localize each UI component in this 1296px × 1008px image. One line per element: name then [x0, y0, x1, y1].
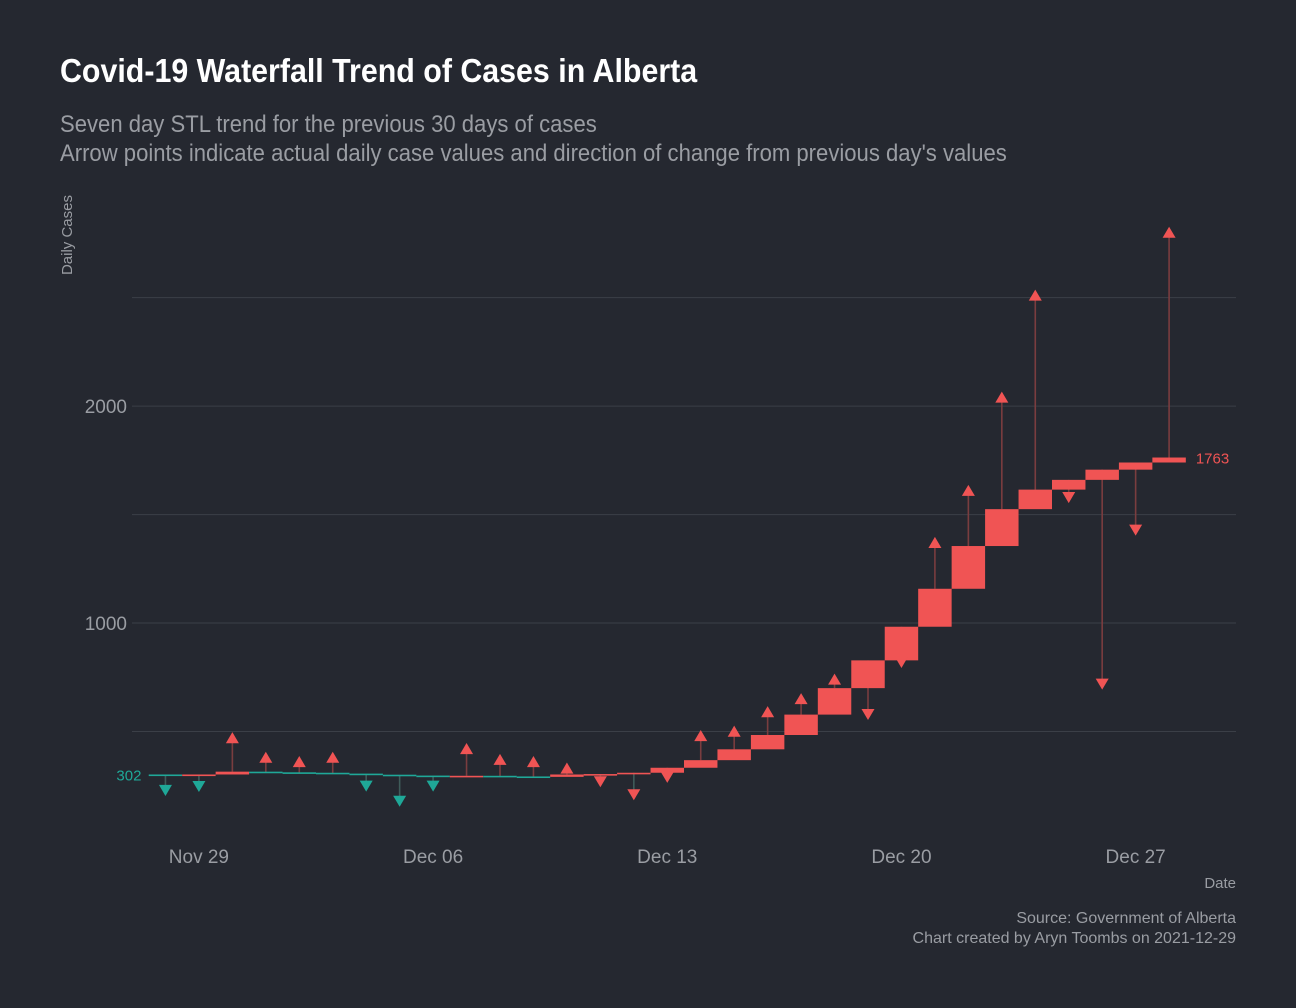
actual-value-arrow [460, 743, 474, 755]
y-tick-label: 1000 [85, 614, 127, 635]
actual-value-arrow [928, 536, 942, 548]
actual-value-arrow [861, 708, 875, 721]
chart-caption: Source: Government of Alberta Chart crea… [913, 909, 1236, 949]
actual-value-arrow [995, 391, 1009, 403]
waterfall-bar [617, 772, 651, 775]
actual-value-arrow [426, 780, 440, 792]
actual-value-arrow [627, 789, 641, 801]
waterfall-bar [349, 773, 383, 776]
x-tick-label: Dec 27 [1106, 847, 1166, 868]
actual-value-arrow [961, 484, 975, 496]
waterfall-bar [282, 772, 316, 774]
actual-value-arrow [526, 756, 540, 768]
subtitle-line-1: Seven day STL trend for the previous 30 … [60, 111, 597, 138]
x-tick-label: Dec 13 [637, 847, 697, 868]
x-axis-title: Date [1204, 875, 1236, 892]
actual-value-arrow [660, 771, 674, 783]
actual-value-arrow [828, 673, 842, 685]
waterfall-bar [684, 760, 718, 768]
waterfall-bar [985, 509, 1019, 547]
y-axis-title: Daily Cases [59, 195, 76, 275]
waterfall-bar [1052, 479, 1086, 490]
actual-value-arrow [894, 656, 908, 668]
waterfall-bar [817, 688, 852, 715]
waterfall-bar [1085, 469, 1119, 480]
chart-title: Covid-19 Waterfall Trend of Cases in Alb… [60, 52, 698, 89]
waterfall-bar [884, 626, 919, 661]
waterfall-bar [316, 772, 350, 775]
chart-subtitle: Seven day STL trend for the previous 30 … [60, 110, 1007, 168]
waterfall-bar [1018, 489, 1052, 510]
actual-value-arrow [1095, 678, 1109, 690]
y-tick-label: 2000 [85, 397, 127, 418]
subtitle-line-2: Arrow points indicate actual daily case … [60, 140, 1007, 167]
waterfall-bar [717, 749, 751, 761]
waterfall-bar [851, 660, 885, 689]
actual-value-arrow [1028, 289, 1042, 301]
waterfall-bar [583, 774, 618, 776]
actual-value-arrow [694, 730, 708, 742]
waterfall-bar [750, 734, 785, 750]
waterfall-bar [951, 546, 986, 589]
waterfall-bar [382, 774, 417, 777]
caption-credit: Chart created by Aryn Toombs on 2021-12-… [912, 930, 1236, 947]
x-tick-label: Nov 29 [169, 847, 229, 868]
waterfall-bar [1152, 457, 1186, 463]
actual-value-arrow [794, 693, 808, 705]
actual-value-arrow [393, 795, 407, 807]
start-value-label: 302 [116, 767, 141, 784]
actual-value-arrow [326, 751, 340, 763]
actual-value-arrow [1129, 524, 1143, 536]
actual-value-arrow [192, 780, 206, 793]
actual-value-arrow [493, 753, 507, 765]
waterfall-bar [182, 774, 216, 777]
end-value-label: 1763 [1196, 451, 1229, 468]
waterfall-bar [784, 714, 818, 735]
waterfall-bar [148, 774, 183, 777]
actual-value-arrow [593, 776, 607, 788]
actual-value-arrow [158, 784, 172, 796]
waterfall-bar [449, 775, 484, 778]
actual-value-arrow [292, 756, 306, 768]
waterfall-bar [550, 774, 584, 777]
actual-value-arrow [225, 732, 239, 744]
waterfall-bar [483, 775, 517, 778]
actual-value-arrow [1062, 492, 1076, 504]
waterfall-bar [1118, 462, 1153, 470]
waterfall-bar [918, 588, 952, 627]
actual-value-arrow [727, 725, 741, 737]
actual-value-arrow [761, 706, 775, 718]
actual-value-arrow [1162, 226, 1176, 238]
x-tick-label: Dec 06 [403, 847, 463, 868]
waterfall-bar [650, 767, 684, 773]
waterfall-bar [249, 771, 283, 774]
caption-source: Source: Government of Alberta [1016, 910, 1236, 927]
waterfall-bar [416, 775, 450, 778]
waterfall-bar [215, 771, 250, 775]
x-tick-label: Dec 20 [871, 847, 931, 868]
actual-value-arrow [359, 780, 373, 792]
waterfall-bar [516, 776, 551, 779]
actual-value-arrow [259, 751, 273, 763]
actual-value-arrow [560, 762, 574, 774]
